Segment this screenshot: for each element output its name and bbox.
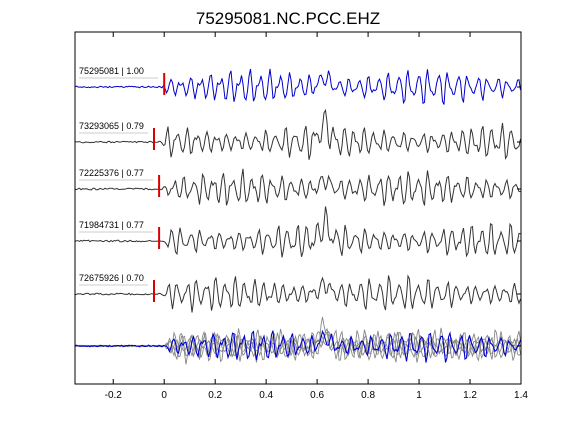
trace-line-5 <box>74 274 521 313</box>
trace-line-3 <box>74 168 521 206</box>
stack-trace-3 <box>74 327 521 362</box>
traces-layer <box>74 68 522 365</box>
trace-label-4: 71984731 | 0.77 <box>79 220 144 230</box>
x-tick-label-4: 0.6 <box>310 390 324 401</box>
trace-label-2: 73293065 | 0.79 <box>79 121 144 131</box>
stack-trace-main <box>74 329 522 363</box>
plot-frame <box>74 31 522 385</box>
x-tick-label-1: 0 <box>161 390 167 401</box>
pick-markers <box>153 73 166 302</box>
x-tick-label-8: 1.4 <box>514 390 528 401</box>
trace-label-3: 72225376 | 0.77 <box>79 168 144 178</box>
stack-trace-4 <box>74 329 521 365</box>
axes: -0.2 0 0.2 0.4 0.6 0.8 1 1.2 1.4 <box>74 31 528 401</box>
chart-title: 75295081.NC.PCC.EHZ <box>196 9 380 28</box>
trace-line-1 <box>74 68 521 105</box>
x-tick-label-6: 1 <box>416 390 422 401</box>
trace-labels: 75295081 | 1.00 73293065 | 0.79 72225376 |… <box>79 66 159 286</box>
trace-line-2 <box>74 108 521 160</box>
x-tick-label-5: 0.8 <box>361 390 375 401</box>
x-tick-label-0: -0.2 <box>105 390 123 401</box>
trace-label-1: 75295081 | 1.00 <box>79 66 144 76</box>
x-tick-label-2: 0.2 <box>208 390 222 401</box>
trace-line-4 <box>74 206 521 258</box>
x-tick-label-7: 1.2 <box>463 390 477 401</box>
x-tick-label-3: 0.4 <box>259 390 273 401</box>
trace-label-5: 72675926 | 0.70 <box>79 273 144 283</box>
